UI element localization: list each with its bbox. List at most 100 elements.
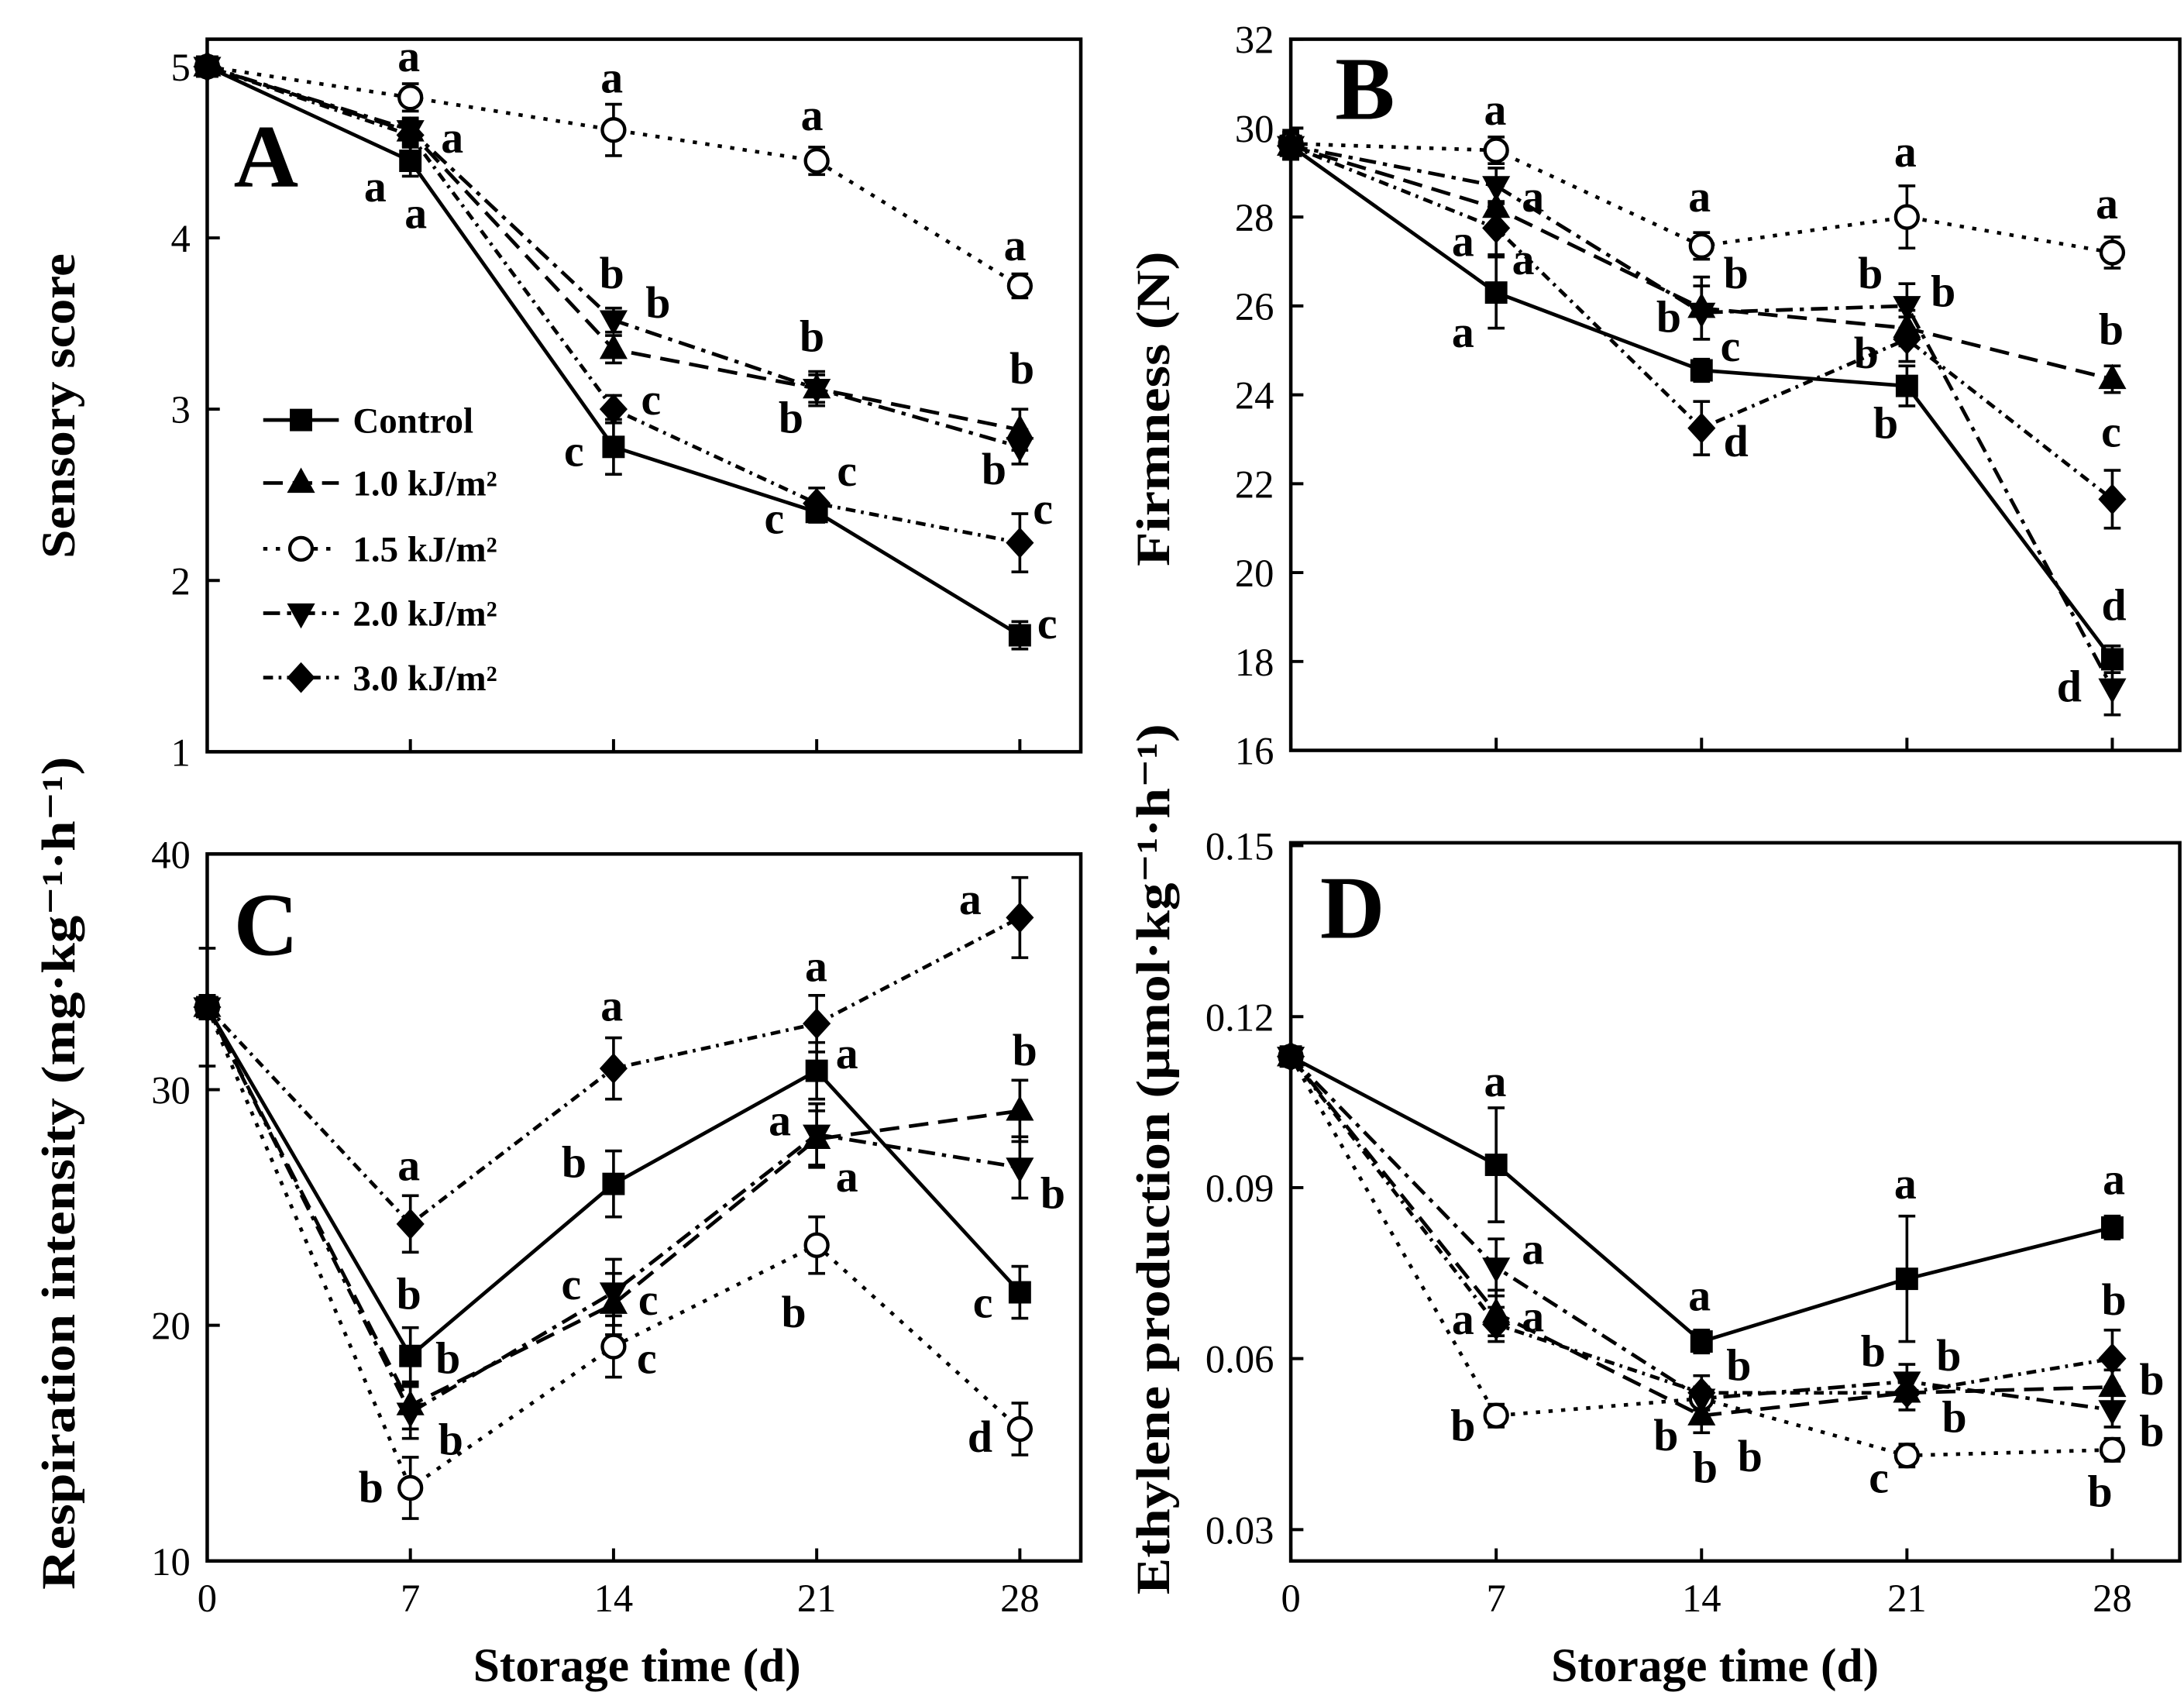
panel-letter: B xyxy=(1335,40,1395,139)
significance-letter: a xyxy=(1522,171,1544,222)
marker-dose-1-5-day28 xyxy=(1006,1415,1033,1443)
significance-letter: a xyxy=(1484,84,1506,135)
x-axis-label: Storage time (d) xyxy=(1551,1639,1879,1692)
significance-letter: a xyxy=(1484,1056,1506,1106)
significance-letter: a xyxy=(805,941,827,992)
marker-dose-1-5-day14 xyxy=(600,117,627,143)
marker-dose-1-5-day21 xyxy=(1893,1443,1920,1469)
significance-letter: b xyxy=(397,1269,421,1319)
marker-dose-1-5-day28 xyxy=(2099,1436,2126,1463)
significance-letter: a xyxy=(1894,1158,1917,1209)
marker-control-day14 xyxy=(602,435,625,459)
x-tick-label: 21 xyxy=(797,1577,837,1620)
significance-letter: b xyxy=(1858,248,1883,298)
marker-dose-2-0-day7 xyxy=(1482,1257,1511,1283)
series-line-dose-1-0 xyxy=(1289,1055,2113,1418)
significance-letter: b xyxy=(1873,398,1898,449)
significance-letter: a xyxy=(1522,1224,1544,1274)
y-tick-label: 20 xyxy=(1235,552,1274,595)
significance-letter: a xyxy=(364,161,387,212)
significance-letter: a xyxy=(1452,1294,1474,1344)
significance-letter: c xyxy=(973,1277,993,1327)
y-tick-label: 28 xyxy=(1235,196,1274,239)
significance-letter: b xyxy=(2099,304,2124,355)
marker-dose-1-0-day28 xyxy=(1006,1095,1034,1121)
legend: Control 1.0 kJ/m² 1.5 kJ/m² 2.0 kJ/m² 3.0 kJ… xyxy=(263,401,497,699)
significance-letter: a xyxy=(1688,1270,1711,1320)
significance-letter: a xyxy=(600,980,623,1030)
y-tick-label: 22 xyxy=(1235,463,1274,506)
marker-control-day7 xyxy=(399,1344,422,1367)
series-line-dose-2-0 xyxy=(1289,1055,2113,1412)
y-tick-label: 0.12 xyxy=(1205,996,1274,1039)
significance-letter: b xyxy=(800,311,824,362)
marker-dose-1-5-day28 xyxy=(2099,239,2126,266)
significance-letter: a xyxy=(1894,126,1917,177)
significance-letter: c xyxy=(638,1274,659,1325)
marker-dose-1-5-day28 xyxy=(1006,273,1033,299)
significance-letter: b xyxy=(2087,1466,2112,1516)
legend-marker xyxy=(287,467,315,494)
significance-letter: b xyxy=(1854,328,1879,378)
marker-dose-3-0-day21 xyxy=(1893,323,1921,355)
marker-dose-1-0-day28 xyxy=(2098,363,2127,390)
significance-letter: a xyxy=(1522,1291,1544,1341)
marker-dose-3-0-day0 xyxy=(193,51,222,82)
marker-dose-3-0-day7 xyxy=(396,119,425,151)
marker-dose-2-0-day28 xyxy=(2098,1400,2127,1426)
legend-label: 1.5 kJ/m² xyxy=(353,530,497,570)
y-tick-label: 2 xyxy=(170,559,190,603)
plot-frame xyxy=(1288,841,2182,1563)
y-tick-label: 0.09 xyxy=(1205,1167,1274,1210)
marker-control-day28 xyxy=(2100,648,2124,671)
marker-dose-1-5-day14 xyxy=(1688,232,1715,260)
significance-letter: b xyxy=(1013,1025,1037,1075)
marker-dose-1-0-day28 xyxy=(1006,414,1034,440)
marker-dose-3-0-day28 xyxy=(1006,902,1034,934)
y-tick-label: 32 xyxy=(1235,19,1274,62)
significance-letter: d xyxy=(2102,580,2127,631)
x-tick-label: 7 xyxy=(1487,1577,1506,1620)
legend-label: Control xyxy=(353,401,473,441)
significance-letter: c xyxy=(564,426,584,476)
y-tick-label: 30 xyxy=(1235,107,1274,150)
legend-marker xyxy=(287,603,315,629)
significance-letter: a xyxy=(397,31,420,81)
marker-dose-1-5-day7 xyxy=(397,1474,424,1501)
plot-frame xyxy=(205,37,1083,754)
significance-letter: b xyxy=(1009,343,1034,394)
legend-item-dose-3-0: 3.0 kJ/m² xyxy=(263,659,497,699)
significance-letter: b xyxy=(600,248,624,298)
significance-letter: b xyxy=(782,1287,807,1337)
y-tick-label: 20 xyxy=(151,1305,191,1348)
significance-letter: a xyxy=(2103,1154,2125,1204)
significance-letter: b xyxy=(1656,291,1681,342)
marker-control-day28 xyxy=(1008,624,1031,647)
marker-dose-1-5-day21 xyxy=(803,1232,830,1258)
significance-letter: a xyxy=(836,1028,858,1078)
significance-letter: a xyxy=(1004,220,1027,270)
legend-label: 2.0 kJ/m² xyxy=(353,594,497,635)
marker-dose-2-0-day14 xyxy=(1687,302,1716,328)
significance-letter: b xyxy=(562,1137,586,1188)
significance-letter: b xyxy=(2102,1274,2127,1325)
x-tick-label: 7 xyxy=(401,1577,420,1620)
series-line-dose-1-0 xyxy=(205,1006,1020,1408)
significance-letter: b xyxy=(2139,1354,2164,1405)
marker-dose-2-0-day14 xyxy=(599,1282,628,1308)
y-axis-label: Respiration intensity (mg·kg⁻¹·h⁻¹) xyxy=(33,757,85,1590)
plot-frame xyxy=(205,852,1083,1563)
y-tick-label: 1 xyxy=(170,731,190,774)
significance-letter: a xyxy=(1688,171,1711,222)
marker-control-day7 xyxy=(1484,281,1508,304)
significance-letter: b xyxy=(1724,248,1749,298)
marker-dose-1-5-day21 xyxy=(1893,204,1920,230)
y-tick-label: 18 xyxy=(1235,641,1274,684)
y-axis-label: Sensory score xyxy=(33,253,85,559)
significance-letter: b xyxy=(439,1414,463,1464)
marker-dose-3-0-day28 xyxy=(2098,483,2127,515)
y-tick-label: 10 xyxy=(151,1540,191,1584)
x-tick-label: 28 xyxy=(1000,1577,1040,1620)
